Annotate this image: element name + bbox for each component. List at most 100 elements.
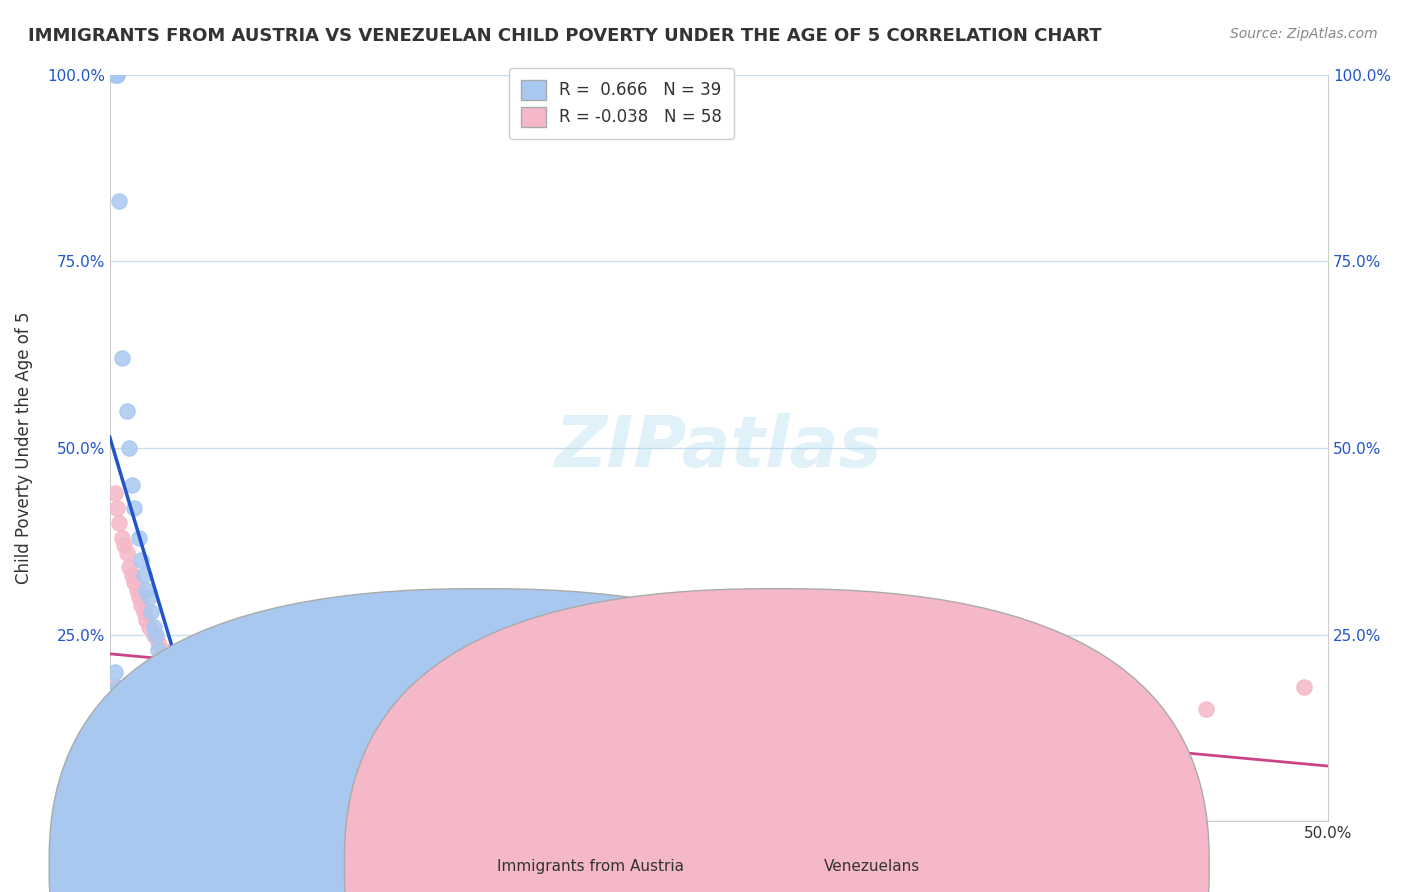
Point <box>111 351 134 366</box>
Point <box>257 695 280 709</box>
Point <box>586 717 609 731</box>
Point <box>111 531 134 545</box>
Point <box>148 739 170 754</box>
Point <box>135 582 157 597</box>
Point <box>105 680 128 694</box>
Point <box>159 650 181 665</box>
Point <box>138 620 160 634</box>
Point <box>135 732 157 747</box>
Point <box>152 657 174 672</box>
Point <box>122 500 145 515</box>
Point <box>184 702 207 716</box>
Point <box>131 553 153 567</box>
Point <box>122 575 145 590</box>
Point <box>104 68 127 82</box>
Point <box>464 755 486 769</box>
Point <box>159 755 181 769</box>
Point <box>179 695 201 709</box>
Point <box>195 680 218 694</box>
Point <box>232 688 254 702</box>
Y-axis label: Child Poverty Under the Age of 5: Child Poverty Under the Age of 5 <box>15 311 32 584</box>
Point <box>105 702 128 716</box>
Point <box>245 695 267 709</box>
Point <box>118 441 141 455</box>
Point <box>215 732 238 747</box>
Point <box>148 739 170 754</box>
Point <box>208 724 231 739</box>
Point <box>707 717 730 731</box>
Point <box>1292 680 1315 694</box>
Point <box>269 695 291 709</box>
Point <box>191 673 214 687</box>
Point <box>191 710 214 724</box>
Point <box>122 717 145 731</box>
Point <box>318 702 340 716</box>
Text: Source: ZipAtlas.com: Source: ZipAtlas.com <box>1230 27 1378 41</box>
Text: ZIPatlas: ZIPatlas <box>555 414 883 483</box>
Point <box>108 194 131 209</box>
Point <box>172 665 194 679</box>
Point <box>148 635 170 649</box>
Point <box>138 591 160 605</box>
Point <box>125 582 148 597</box>
Text: Immigrants from Austria: Immigrants from Austria <box>496 859 685 874</box>
Point <box>179 665 201 679</box>
Point <box>105 68 128 82</box>
Point <box>952 688 974 702</box>
Point <box>118 560 141 574</box>
Point <box>391 710 413 724</box>
Point <box>132 605 155 619</box>
Point <box>342 702 364 716</box>
Point <box>184 673 207 687</box>
Point <box>221 688 243 702</box>
Point <box>104 680 127 694</box>
Point <box>294 702 316 716</box>
Point <box>105 500 128 515</box>
Point <box>122 739 145 754</box>
Point <box>118 732 141 747</box>
Point <box>586 762 609 776</box>
Point <box>159 747 181 762</box>
Point <box>128 724 150 739</box>
Point <box>221 739 243 754</box>
Point <box>115 403 138 417</box>
Point <box>148 642 170 657</box>
Point <box>131 598 153 612</box>
Point <box>152 642 174 657</box>
Point <box>167 657 190 672</box>
Point <box>111 702 134 716</box>
Point <box>165 680 187 694</box>
Point <box>135 613 157 627</box>
Point <box>221 755 243 769</box>
Point <box>111 724 134 739</box>
Point <box>121 478 143 492</box>
Point <box>128 531 150 545</box>
Point <box>464 710 486 724</box>
Point <box>830 680 852 694</box>
Point <box>128 591 150 605</box>
Point <box>118 710 141 724</box>
Point <box>342 755 364 769</box>
Point <box>105 68 128 82</box>
Point <box>159 673 181 687</box>
Point <box>121 568 143 582</box>
Point <box>1195 702 1218 716</box>
Point <box>537 710 560 724</box>
Point <box>104 485 127 500</box>
Point <box>1073 695 1095 709</box>
Point <box>142 620 165 634</box>
Legend: R =  0.666   N = 39, R = -0.038   N = 58: R = 0.666 N = 39, R = -0.038 N = 58 <box>509 68 734 138</box>
Point <box>172 755 194 769</box>
Text: IMMIGRANTS FROM AUSTRIA VS VENEZUELAN CHILD POVERTY UNDER THE AGE OF 5 CORRELATI: IMMIGRANTS FROM AUSTRIA VS VENEZUELAN CH… <box>28 27 1102 45</box>
Point <box>108 516 131 530</box>
Point <box>141 605 163 619</box>
Point <box>145 628 167 642</box>
Point <box>132 568 155 582</box>
Point <box>830 762 852 776</box>
Point <box>135 739 157 754</box>
Point <box>208 680 231 694</box>
Point <box>112 538 135 552</box>
Point <box>201 717 224 731</box>
Point <box>195 717 218 731</box>
Point <box>104 665 127 679</box>
